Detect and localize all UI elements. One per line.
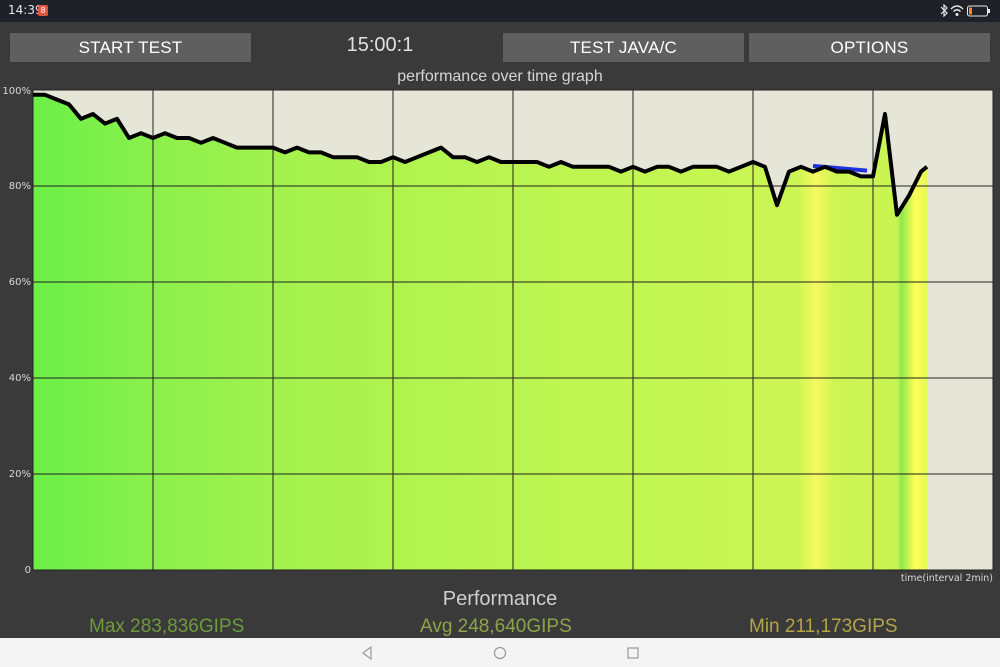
notification-badge: 8 [38,5,48,16]
avg-stat: Avg 248,640GIPS [420,616,572,637]
performance-line [33,92,929,217]
status-icons [940,4,992,18]
y-tick-label: 100% [2,86,31,97]
y-tick-label: 0 [25,565,31,576]
performance-area [33,94,927,571]
back-icon[interactable] [360,646,374,660]
navigation-bar [0,638,1000,667]
recents-icon[interactable] [626,646,640,660]
y-tick-label: 60% [9,277,31,288]
start-test-button[interactable]: START TEST [10,33,251,62]
y-tick-label: 80% [9,181,31,192]
status-time: 14:39 [8,3,43,17]
bluetooth-icon [940,4,948,17]
performance-chart: 0 20% 40% 60% 80% 100% time(interval 2min) [2,86,994,584]
status-bar: 14:39 8 [0,0,1000,22]
home-icon[interactable] [493,646,507,660]
battery-icon [967,5,990,17]
wifi-icon [950,5,964,16]
timer-display: 15:00:1 [346,34,414,56]
performance-title: Performance [442,588,558,610]
options-button[interactable]: OPTIONS [749,33,990,62]
graph-title: performance over time graph [397,68,603,85]
y-tick-label: 40% [9,373,31,384]
test-java-c-button[interactable]: TEST JAVA/C [503,33,744,62]
max-stat: Max 283,836GIPS [89,616,245,637]
x-axis-label: time(interval 2min) [901,573,993,584]
min-stat: Min 211,173GIPS [749,616,898,637]
y-tick-label: 20% [9,469,31,480]
